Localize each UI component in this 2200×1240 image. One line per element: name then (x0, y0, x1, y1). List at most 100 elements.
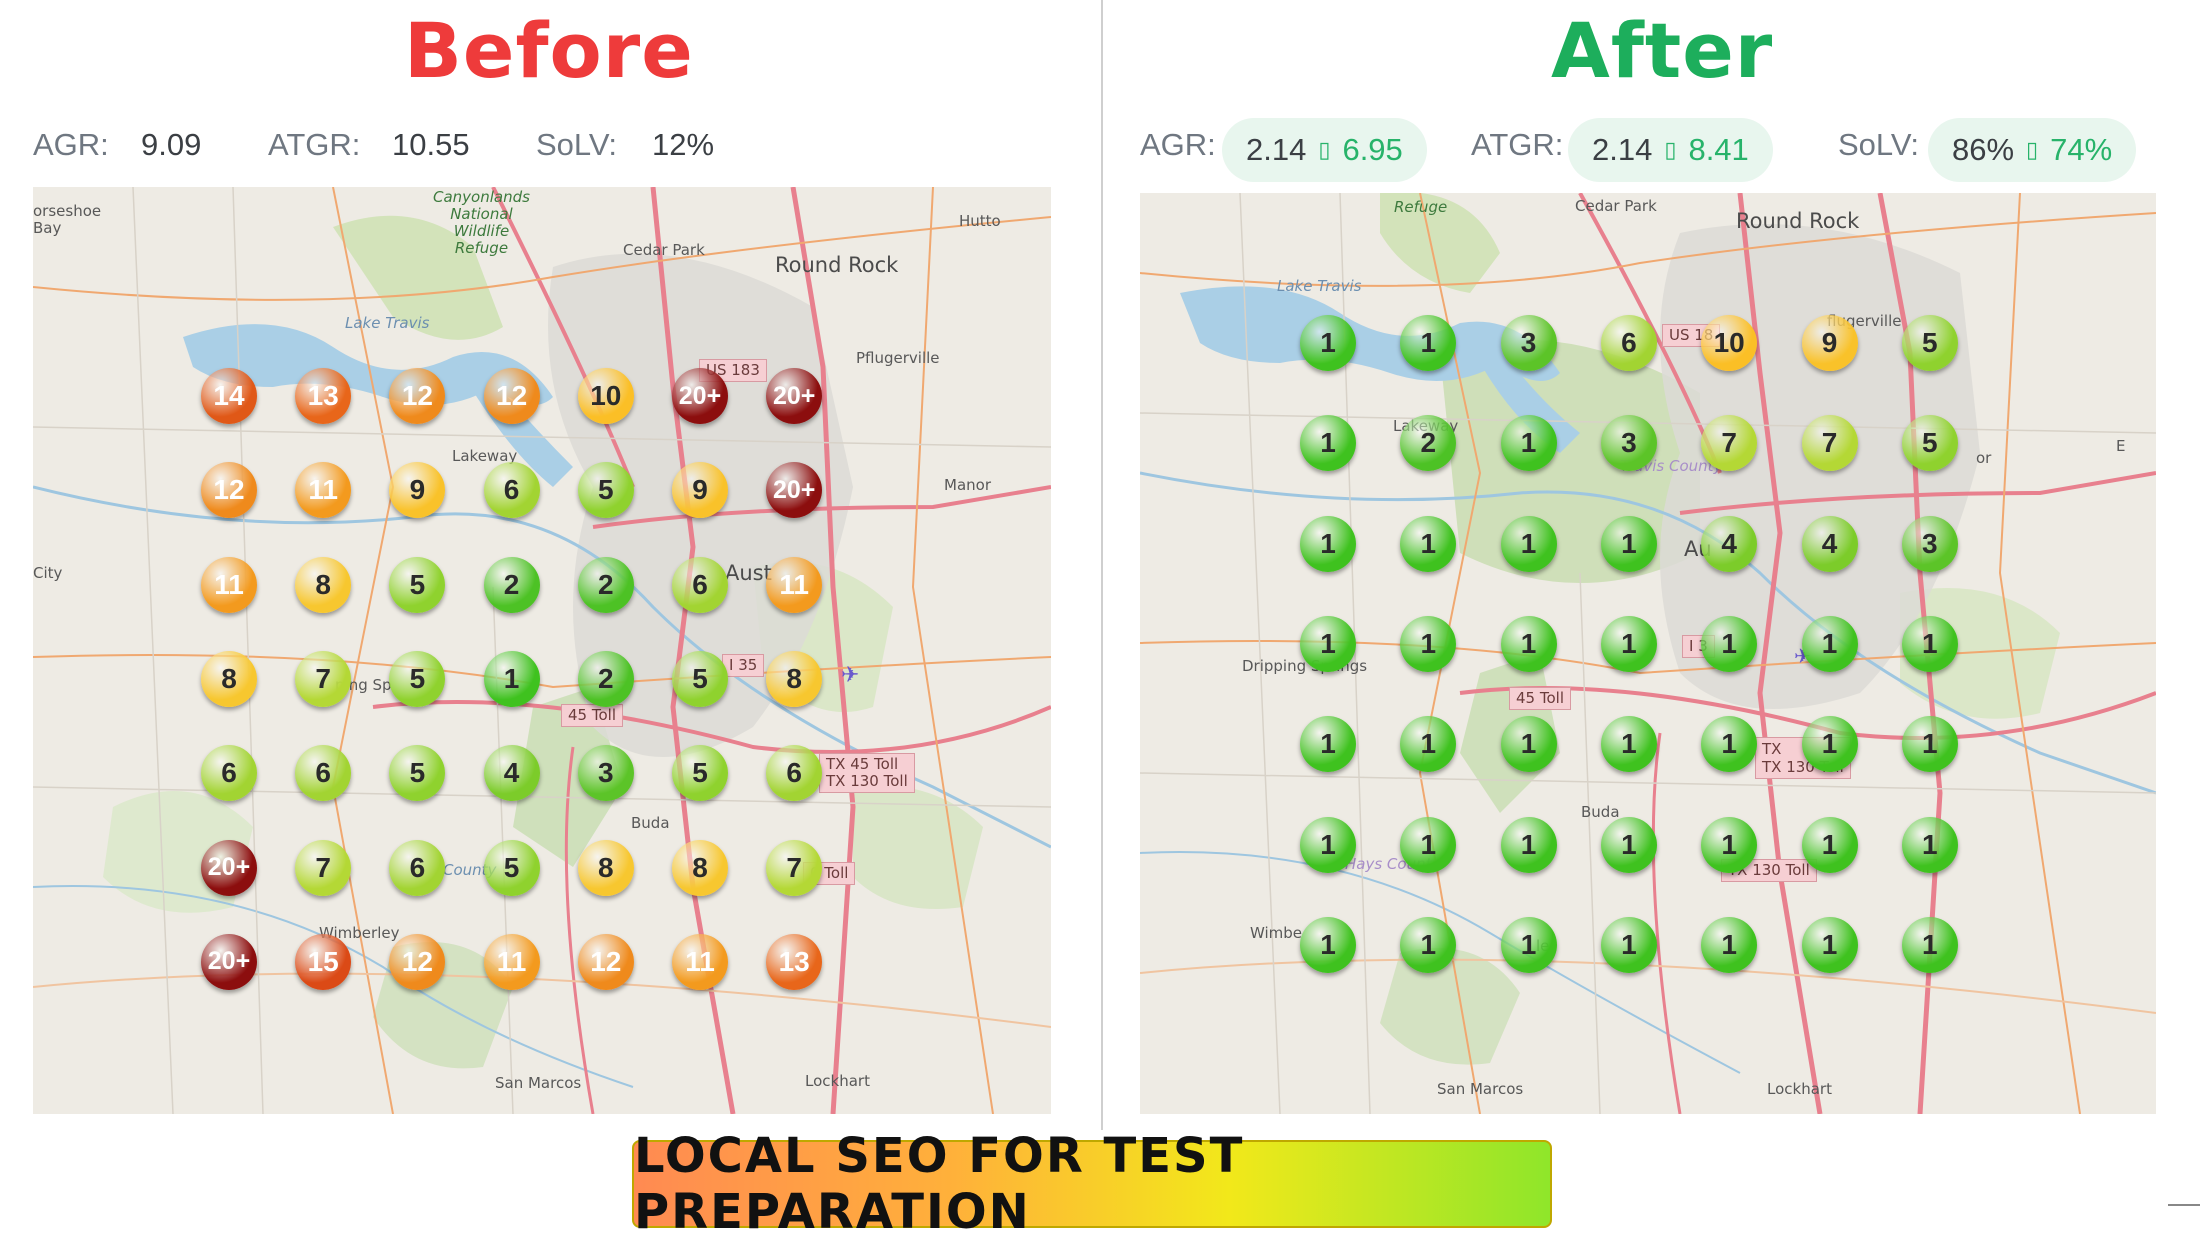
rank-pin[interactable]: 5 (1901, 415, 1958, 472)
rank-pin[interactable]: 7 (1801, 415, 1858, 472)
rank-pin[interactable]: 1 (1400, 816, 1457, 873)
rank-pin[interactable]: 3 (1500, 315, 1557, 371)
rank-pin[interactable]: 10 (1701, 315, 1758, 371)
rank-pin[interactable]: 1 (1400, 515, 1457, 572)
rank-pin[interactable]: 1 (483, 650, 540, 707)
rank-pin[interactable]: 7 (1701, 415, 1758, 472)
rank-pin[interactable]: 6 (766, 745, 823, 802)
rank-pin[interactable]: 2 (483, 556, 540, 613)
rank-pin[interactable]: 1 (1701, 916, 1758, 973)
rank-pin[interactable]: 2 (1400, 415, 1457, 472)
rank-pin[interactable]: 1 (1801, 716, 1858, 773)
rank-pin[interactable]: 12 (389, 368, 446, 424)
rank-pin[interactable]: 5 (389, 556, 446, 613)
rank-pin[interactable]: 4 (483, 745, 540, 802)
rank-pin[interactable]: 20+ (766, 462, 823, 519)
rank-pin[interactable]: 1 (1300, 315, 1356, 371)
rank-pin[interactable]: 9 (1801, 315, 1858, 371)
rank-pin[interactable]: 1 (1300, 716, 1356, 773)
rank-pin[interactable]: 4 (1701, 515, 1758, 572)
rank-pin[interactable]: 8 (577, 839, 634, 896)
rank-pin[interactable]: 1 (1901, 816, 1958, 873)
rank-pin[interactable]: 14 (201, 368, 257, 424)
rank-pin[interactable]: 11 (295, 462, 352, 519)
rank-pin[interactable]: 1 (1600, 816, 1657, 873)
rank-pin[interactable]: 12 (201, 462, 257, 519)
rank-pin[interactable]: 5 (389, 745, 446, 802)
rank-pin[interactable]: 13 (295, 368, 352, 424)
rank-pin[interactable]: 1 (1400, 716, 1457, 773)
rank-pin[interactable]: 3 (577, 745, 634, 802)
rank-pin[interactable]: 1 (1801, 615, 1858, 672)
rank-pin[interactable]: 11 (201, 556, 257, 613)
before-map[interactable]: orseshoe Bay Canyonlands National Wildli… (33, 187, 1051, 1114)
rank-pin[interactable]: 1 (1500, 515, 1557, 572)
rank-pin[interactable]: 5 (672, 650, 728, 707)
rank-pin[interactable]: 11 (483, 933, 540, 990)
rank-pin[interactable]: 7 (766, 839, 823, 896)
rank-pin[interactable]: 1 (1600, 916, 1657, 973)
rank-pin[interactable]: 1 (1600, 615, 1657, 672)
rank-pin[interactable]: 1 (1901, 916, 1958, 973)
rank-pin[interactable]: 1 (1500, 816, 1557, 873)
rank-pin[interactable]: 6 (201, 745, 257, 802)
rank-pin[interactable]: 8 (201, 650, 257, 707)
rank-pin[interactable]: 1 (1400, 916, 1457, 973)
rank-pin[interactable]: 3 (1600, 415, 1657, 472)
after-map[interactable]: Refuge Cedar Park Round Rock Lake Travis… (1140, 193, 2156, 1114)
rank-pin[interactable]: 1 (1500, 716, 1557, 773)
rank-pin[interactable]: 8 (295, 556, 352, 613)
rank-pin[interactable]: 1 (1300, 515, 1356, 572)
rank-pin[interactable]: 5 (1901, 315, 1958, 371)
rank-pin[interactable]: 12 (483, 368, 540, 424)
rank-pin[interactable]: 1 (1701, 816, 1758, 873)
rank-pin[interactable]: 20+ (672, 368, 728, 424)
rank-pin[interactable]: 1 (1701, 716, 1758, 773)
rank-pin[interactable]: 1 (1901, 615, 1958, 672)
rank-pin[interactable]: 11 (672, 933, 728, 990)
rank-pin[interactable]: 4 (1801, 515, 1858, 572)
rank-pin[interactable]: 2 (577, 556, 634, 613)
rank-pin[interactable]: 1 (1400, 315, 1457, 371)
rank-pin[interactable]: 1 (1500, 615, 1557, 672)
rank-pin[interactable]: 1 (1701, 615, 1758, 672)
rank-pin[interactable]: 1 (1801, 816, 1858, 873)
rank-pin[interactable]: 5 (672, 745, 728, 802)
rank-pin[interactable]: 1 (1600, 515, 1657, 572)
rank-pin[interactable]: 5 (483, 839, 540, 896)
rank-pin[interactable]: 10 (577, 368, 634, 424)
rank-pin[interactable]: 20+ (201, 839, 257, 896)
rank-pin[interactable]: 5 (577, 462, 634, 519)
rank-pin[interactable]: 1 (1300, 615, 1356, 672)
rank-pin[interactable]: 9 (672, 462, 728, 519)
rank-pin[interactable]: 8 (672, 839, 728, 896)
rank-pin[interactable]: 2 (577, 650, 634, 707)
rank-pin[interactable]: 8 (766, 650, 823, 707)
rank-pin[interactable]: 1 (1500, 916, 1557, 973)
rank-pin[interactable]: 6 (295, 745, 352, 802)
rank-pin[interactable]: 1 (1901, 716, 1958, 773)
rank-pin[interactable]: 6 (483, 462, 540, 519)
rank-pin[interactable]: 20+ (766, 368, 823, 424)
rank-pin[interactable]: 6 (389, 839, 446, 896)
rank-pin[interactable]: 1 (1400, 615, 1457, 672)
rank-pin[interactable]: 1 (1300, 415, 1356, 472)
rank-pin[interactable]: 7 (295, 650, 352, 707)
rank-pin[interactable]: 6 (1600, 315, 1657, 371)
rank-pin[interactable]: 20+ (201, 933, 257, 990)
rank-pin[interactable]: 1 (1500, 415, 1557, 472)
rank-pin[interactable]: 6 (672, 556, 728, 613)
rank-pin[interactable]: 9 (389, 462, 446, 519)
rank-pin[interactable]: 3 (1901, 515, 1958, 572)
rank-pin[interactable]: 1 (1801, 916, 1858, 973)
rank-pin[interactable]: 1 (1600, 716, 1657, 773)
rank-pin[interactable]: 15 (295, 933, 352, 990)
rank-pin[interactable]: 11 (766, 556, 823, 613)
rank-pin[interactable]: 7 (295, 839, 352, 896)
rank-pin[interactable]: 13 (766, 933, 823, 990)
rank-pin[interactable]: 12 (389, 933, 446, 990)
rank-pin[interactable]: 5 (389, 650, 446, 707)
rank-pin[interactable]: 12 (577, 933, 634, 990)
rank-pin[interactable]: 1 (1300, 816, 1356, 873)
rank-pin[interactable]: 1 (1300, 916, 1356, 973)
